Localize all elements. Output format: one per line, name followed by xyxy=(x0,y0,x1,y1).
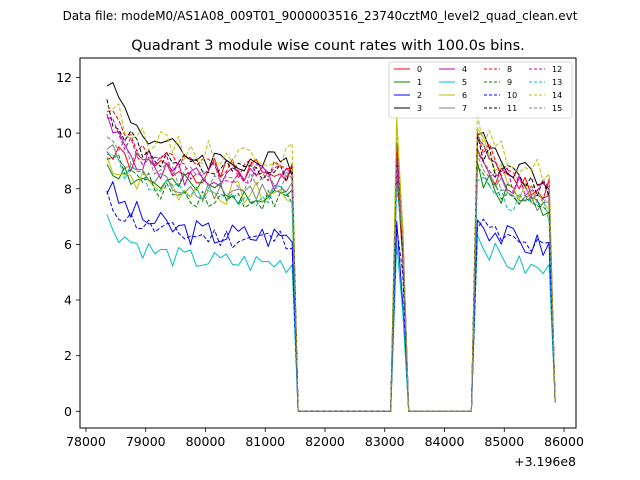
series-line-10 xyxy=(106,190,556,412)
y-axis: 0 2 4 6 8 10 12 xyxy=(56,70,80,419)
legend-box xyxy=(388,61,573,119)
legend-label-8: 8 xyxy=(507,65,512,74)
x-tick-label: 81000 xyxy=(245,434,285,449)
series-line-11 xyxy=(106,99,556,412)
y-tick-label: 4 xyxy=(64,293,72,308)
x-tick-label: 80000 xyxy=(186,434,226,449)
x-tick-label: 79000 xyxy=(126,434,166,449)
series-line-7 xyxy=(106,144,556,412)
legend-label-4: 4 xyxy=(462,65,467,74)
series-line-8 xyxy=(106,110,556,412)
y-tick-label: 12 xyxy=(56,70,72,85)
legend-label-10: 10 xyxy=(507,91,517,100)
y-tick-label: 0 xyxy=(64,404,72,419)
series-line-12 xyxy=(106,117,556,412)
legend-label-13: 13 xyxy=(552,78,562,87)
legend-label-0: 0 xyxy=(417,65,422,74)
series-layer xyxy=(106,82,556,412)
legend-label-1: 1 xyxy=(417,78,422,87)
plot-area xyxy=(106,82,556,412)
legend-label-11: 11 xyxy=(507,104,517,113)
legend-label-7: 7 xyxy=(462,104,467,113)
legend-label-15: 15 xyxy=(552,104,562,113)
y-tick-label: 6 xyxy=(64,237,72,252)
legend-label-2: 2 xyxy=(417,91,422,100)
legend-label-3: 3 xyxy=(417,104,422,113)
legend-label-5: 5 xyxy=(462,78,467,87)
x-tick-label: 86000 xyxy=(544,434,584,449)
figure-suptitle: Data file: modeM0/AS1A08_009T01_90000035… xyxy=(63,9,578,23)
x-offset-label: +3.196e8 xyxy=(514,454,576,469)
x-tick-label: 83000 xyxy=(365,434,405,449)
legend-label-12: 12 xyxy=(552,65,562,74)
legend-label-14: 14 xyxy=(552,91,562,100)
series-line-14 xyxy=(106,103,556,412)
x-tick-label: 82000 xyxy=(305,434,345,449)
x-tick-label: 85000 xyxy=(484,434,524,449)
y-tick-label: 10 xyxy=(56,126,72,141)
series-line-13 xyxy=(106,154,556,412)
series-line-9 xyxy=(106,154,556,412)
series-line-15 xyxy=(106,136,556,412)
x-tick-label: 84000 xyxy=(425,434,465,449)
series-line-2 xyxy=(106,181,556,412)
x-axis: 78000 79000 80000 81000 82000 83000 84000 85000… xyxy=(66,428,584,449)
chart-title: Quadrant 3 module wise count rates with … xyxy=(131,38,525,54)
axes-frame xyxy=(79,57,577,429)
series-line-4 xyxy=(106,113,556,412)
legend-label-6: 6 xyxy=(462,91,467,100)
y-tick-label: 8 xyxy=(64,181,72,196)
legend-label-9: 9 xyxy=(507,78,512,87)
x-tick-label: 78000 xyxy=(66,434,106,449)
y-tick-label: 2 xyxy=(64,348,72,363)
series-line-5 xyxy=(106,214,556,412)
